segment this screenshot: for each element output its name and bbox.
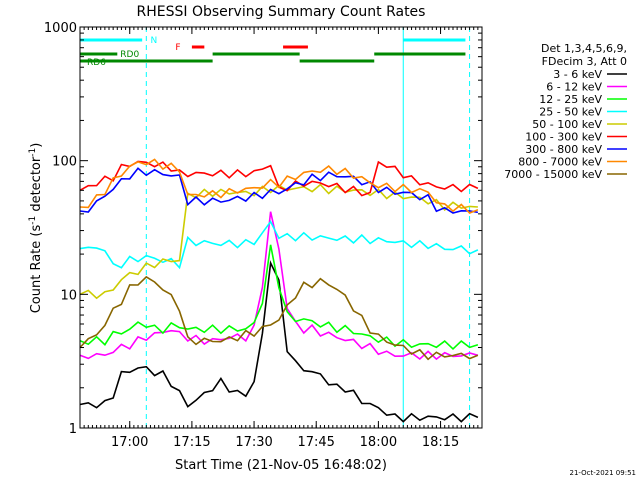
footer-date: 21-Oct-2021 09:51	[570, 469, 636, 477]
x-tick-label: 18:00	[360, 435, 397, 450]
legend-label: 7000 - 15000 keV	[504, 168, 602, 181]
axes: 17:00 17:15 17:30 17:45 18:00 18:15 1 10 100 1000	[44, 21, 482, 450]
y-label-main: Count Rate (s	[29, 225, 44, 314]
x-axis-label: Start Time (21-Nov-05 16:48:02)	[175, 458, 387, 473]
legend-label: 100 - 300 keV	[525, 131, 602, 144]
y-label-mid: detector	[29, 156, 44, 216]
series-line-12-25kev	[79, 244, 479, 350]
y-label-end: )	[29, 143, 44, 148]
series-line-7000-15000kev	[79, 275, 479, 361]
legend-header-line-2: FDecim 3, Att 0	[542, 55, 627, 68]
legend: Det 1,3,4,5,6,9, FDecim 3, Att 0 3 - 6 k…	[504, 42, 627, 181]
plot-area	[80, 27, 482, 428]
legend-label: 6 - 12 keV	[546, 81, 602, 94]
legend-label: 800 - 7000 keV	[518, 156, 602, 169]
x-tick-label: 17:30	[235, 435, 272, 450]
flag-bars: N F RD0 RD6	[80, 36, 466, 68]
y-label-sup1: -1	[28, 216, 38, 225]
legend-label: 3 - 6 keV	[553, 68, 602, 81]
plot-frame	[79, 26, 483, 429]
legend-label: 25 - 50 keV	[539, 106, 602, 119]
series-line-800-7000kev	[79, 158, 479, 214]
y-tick-label: 10	[60, 288, 77, 303]
x-tick-label: 17:15	[173, 435, 210, 450]
legend-label: 300 - 800 keV	[525, 143, 602, 156]
flag-label-f: F	[175, 43, 180, 53]
legend-label: 12 - 25 keV	[539, 93, 602, 106]
series-line-25-50kev	[79, 220, 479, 270]
x-tick-label: 17:00	[111, 435, 148, 450]
legend-label: 50 - 100 keV	[532, 118, 602, 131]
y-tick-label: 100	[52, 155, 77, 170]
x-tick-label: 18:15	[422, 435, 459, 450]
chart-title: RHESSI Observing Summary Count Rates	[137, 4, 426, 20]
y-label-sup2: -1	[28, 148, 38, 157]
flag-label-rd6: RD6	[87, 58, 106, 68]
series-lines	[79, 158, 479, 423]
flag-label-n: N	[150, 36, 157, 46]
series-line-3-6kev	[79, 260, 479, 423]
y-tick-label: 1000	[44, 21, 77, 36]
x-tick-label: 17:45	[297, 435, 334, 450]
flag-label-rd0: RD0	[120, 50, 139, 60]
series-line-6-12kev	[79, 211, 479, 361]
y-axis-label: Count Rate (s-1 detector-1)	[28, 143, 44, 314]
y-tick-label: 1	[69, 422, 77, 437]
legend-header-line-1: Det 1,3,4,5,6,9,	[541, 42, 627, 55]
